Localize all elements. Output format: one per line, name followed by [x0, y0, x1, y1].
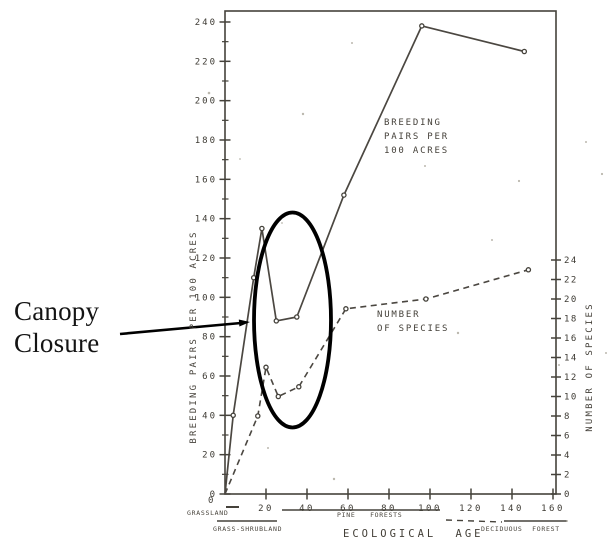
scan-speckle — [424, 165, 426, 167]
data-point-marker — [275, 393, 282, 400]
x-axis-tick-label: 160 — [541, 504, 565, 514]
left-axis-tick-label: 0 — [210, 490, 217, 500]
left-axis-tick-label: 20 — [202, 451, 217, 461]
right-axis-tick-label: 0 — [564, 490, 571, 500]
right-axis-tick-label: 16 — [564, 334, 578, 344]
scan-speckle — [332, 477, 336, 481]
scan-speckle — [600, 172, 604, 176]
scan-speckle — [267, 447, 269, 449]
x-axis-tick-label: 100 — [418, 504, 442, 514]
stage-label-grassland: GRASSLAND — [187, 509, 229, 517]
number-of-species-series-label: NUMBER OF SPECIES — [377, 310, 450, 334]
breeding-pairs-line — [224, 25, 525, 495]
canopy-closure-ellipse — [252, 210, 333, 430]
left-axis-tick-label: 160 — [195, 175, 217, 185]
right-axis-tick-label: 4 — [564, 451, 571, 461]
data-point-marker — [521, 48, 528, 55]
scan-speckle — [207, 91, 211, 95]
data-point-marker — [259, 225, 265, 232]
left-axis-tick-label: 220 — [195, 57, 217, 67]
canopy-closure-arrowhead — [238, 319, 250, 327]
data-point-marker — [525, 267, 532, 273]
left-axis-tick-label: 240 — [195, 18, 217, 28]
data-point-marker — [263, 364, 269, 371]
right-axis-tick-label: 2 — [564, 471, 571, 481]
x-axis-tick-label: 60 — [340, 504, 356, 514]
scan-speckle — [456, 331, 460, 335]
x-axis-tick-label: 40 — [299, 504, 315, 514]
scan-speckle — [517, 179, 521, 183]
breeding-pairs-series-label: BREEDING PAIRS PER 100 ACRES — [384, 118, 449, 156]
right-axis-tick-label: 10 — [564, 393, 578, 403]
stage-label-deciduous-forest: DECIDUOUS FOREST — [481, 525, 560, 533]
x-axis-tick-label: 0 — [208, 496, 216, 506]
data-point-marker — [423, 296, 429, 302]
scan-speckle — [566, 520, 568, 522]
scan-speckle — [585, 141, 587, 143]
scan-speckle — [301, 112, 305, 116]
left-axis-title: BREEDING PAIRS PER 100 ACRES — [189, 230, 199, 444]
x-axis-tick-label: 20 — [258, 504, 274, 514]
scan-speckle — [558, 364, 560, 366]
right-axis-tick-label: 12 — [564, 373, 578, 383]
data-point-marker — [230, 412, 236, 419]
scan-speckle — [239, 158, 241, 160]
data-point-marker — [341, 192, 347, 198]
x-axis-tick-label: 120 — [459, 504, 483, 514]
data-point-marker — [296, 384, 302, 390]
number-of-species-line — [224, 269, 529, 495]
right-axis-tick-label: 18 — [564, 315, 578, 325]
canopy-closure-label: Canopy Closure — [14, 296, 100, 358]
left-axis-tick-label: 80 — [202, 333, 217, 343]
x-axis-title: ECOLOGICAL AGE — [343, 528, 484, 540]
x-axis-tick-label: 140 — [500, 504, 524, 514]
data-point-marker — [419, 23, 425, 29]
scan-speckle — [281, 222, 283, 224]
left-axis-tick-label: 100 — [195, 293, 217, 303]
right-axis-tick-label: 8 — [564, 412, 571, 422]
left-axis-tick-label: 120 — [195, 254, 217, 264]
right-axis-tick-label: 24 — [564, 256, 578, 266]
right-axis-tick-label: 20 — [564, 295, 578, 305]
x-axis-tick-label: 80 — [381, 504, 397, 514]
left-axis-tick-label: 60 — [202, 372, 217, 382]
scan-speckle — [351, 42, 353, 44]
data-point-marker — [273, 318, 280, 324]
left-axis-tick-label: 200 — [195, 97, 217, 107]
left-axis-tick-label: 180 — [195, 136, 217, 146]
data-point-marker — [343, 306, 349, 312]
left-axis-tick-label: 40 — [202, 411, 217, 421]
plot-border — [224, 10, 557, 495]
right-axis-tick-label: 14 — [564, 354, 578, 364]
right-axis-title: NUMBER OF SPECIES — [585, 302, 595, 432]
left-axis-tick-label: 140 — [195, 215, 217, 225]
scan-speckle — [491, 239, 493, 241]
scan-speckle — [605, 352, 607, 354]
stage-label-grass-shrubland: GRASS-SHRUBLAND — [213, 525, 283, 533]
stage-range-line-deciduous-forest — [445, 519, 503, 523]
canopy-closure-arrow — [119, 321, 242, 336]
stage-label-pine-forests: PINE FORESTS — [337, 511, 403, 519]
data-point-marker — [255, 413, 261, 419]
data-point-marker — [294, 314, 300, 320]
right-axis-tick-label: 6 — [564, 432, 571, 442]
right-axis-tick-label: 22 — [564, 276, 578, 286]
